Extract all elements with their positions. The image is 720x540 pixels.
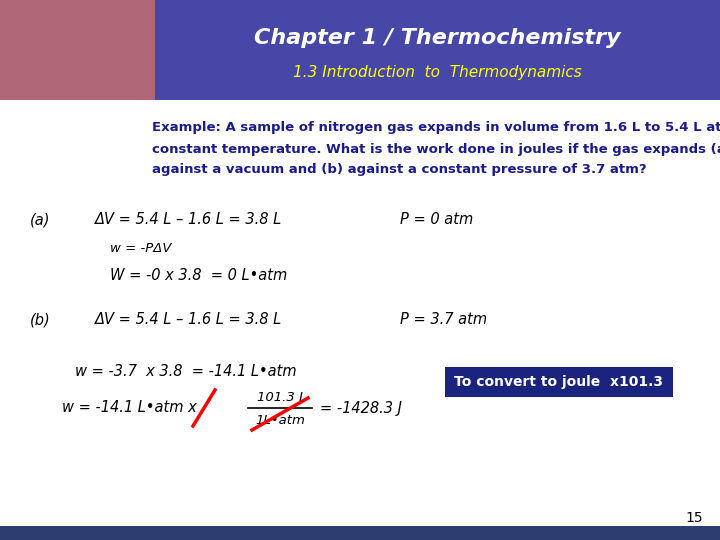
FancyBboxPatch shape [445, 367, 673, 397]
Text: W = -0 x 3.8  = 0 L•atm: W = -0 x 3.8 = 0 L•atm [110, 268, 287, 284]
Text: 15: 15 [685, 511, 703, 525]
FancyBboxPatch shape [0, 0, 720, 100]
Text: w = -14.1 L•atm x: w = -14.1 L•atm x [62, 401, 197, 415]
Text: Chapter 1 / Thermochemistry: Chapter 1 / Thermochemistry [254, 28, 621, 48]
Text: ΔV = 5.4 L – 1.6 L = 3.8 L: ΔV = 5.4 L – 1.6 L = 3.8 L [95, 313, 282, 327]
Text: ΔV = 5.4 L – 1.6 L = 3.8 L: ΔV = 5.4 L – 1.6 L = 3.8 L [95, 213, 282, 227]
FancyBboxPatch shape [0, 526, 720, 540]
Text: constant temperature. What is the work done in joules if the gas expands (a): constant temperature. What is the work d… [152, 143, 720, 156]
Text: = -1428.3 J: = -1428.3 J [320, 401, 402, 415]
Text: 101.3 J: 101.3 J [257, 392, 303, 404]
Text: (a): (a) [30, 213, 50, 227]
Text: w = -PΔV: w = -PΔV [110, 241, 171, 254]
Text: P = 0 atm: P = 0 atm [400, 213, 473, 227]
Text: 1L•atm: 1L•atm [255, 414, 305, 427]
Text: To convert to joule  x101.3: To convert to joule x101.3 [454, 375, 664, 389]
Text: (b): (b) [30, 313, 50, 327]
Text: against a vacuum and (b) against a constant pressure of 3.7 atm?: against a vacuum and (b) against a const… [152, 164, 647, 177]
Text: w = -3.7  x 3.8  = -14.1 L•atm: w = -3.7 x 3.8 = -14.1 L•atm [75, 364, 297, 380]
FancyBboxPatch shape [0, 0, 155, 100]
Text: Example: A sample of nitrogen gas expands in volume from 1.6 L to 5.4 L at: Example: A sample of nitrogen gas expand… [152, 122, 720, 134]
Text: P = 3.7 atm: P = 3.7 atm [400, 313, 487, 327]
Text: 1.3 Introduction  to  Thermodynamics: 1.3 Introduction to Thermodynamics [293, 64, 582, 79]
